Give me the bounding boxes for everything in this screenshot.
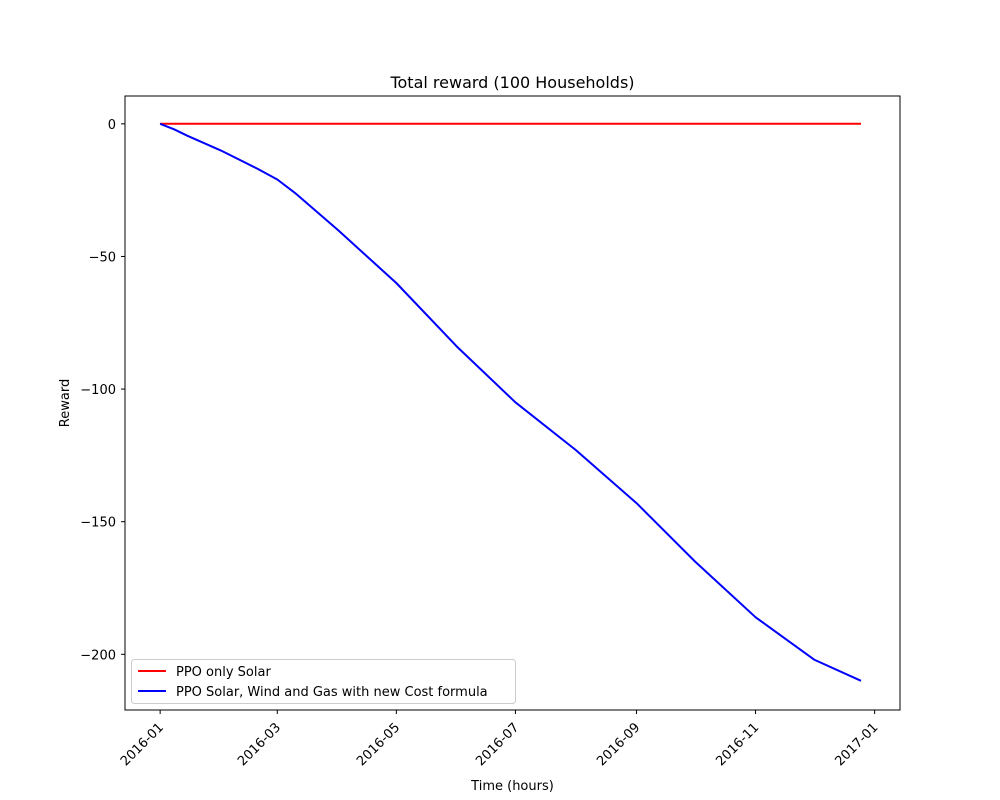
y-tick-label: −200	[80, 648, 116, 663]
y-axis: 0 −50 −100 −150 −200	[80, 118, 125, 663]
y-tick-label: −100	[80, 383, 116, 398]
legend-label-ppo-solar-wind-gas: PPO Solar, Wind and Gas with new Cost fo…	[176, 685, 488, 700]
legend-label-ppo-only-solar: PPO only Solar	[176, 665, 271, 680]
series-line-1	[159, 122, 862, 682]
y-axis-label: Reward	[58, 379, 73, 427]
y-tick-label: −150	[80, 516, 116, 531]
legend-box	[131, 659, 516, 704]
x-axis-label: Time (hours)	[470, 779, 554, 794]
y-tick-label: −50	[89, 250, 116, 265]
y-tick-label: 0	[108, 118, 116, 133]
chart-title: Total reward (100 Households)	[389, 73, 634, 92]
legend: PPO only Solar PPO Solar, Wind and Gas w…	[131, 659, 516, 704]
axes-frame	[124, 95, 901, 711]
plot-area	[159, 122, 862, 682]
